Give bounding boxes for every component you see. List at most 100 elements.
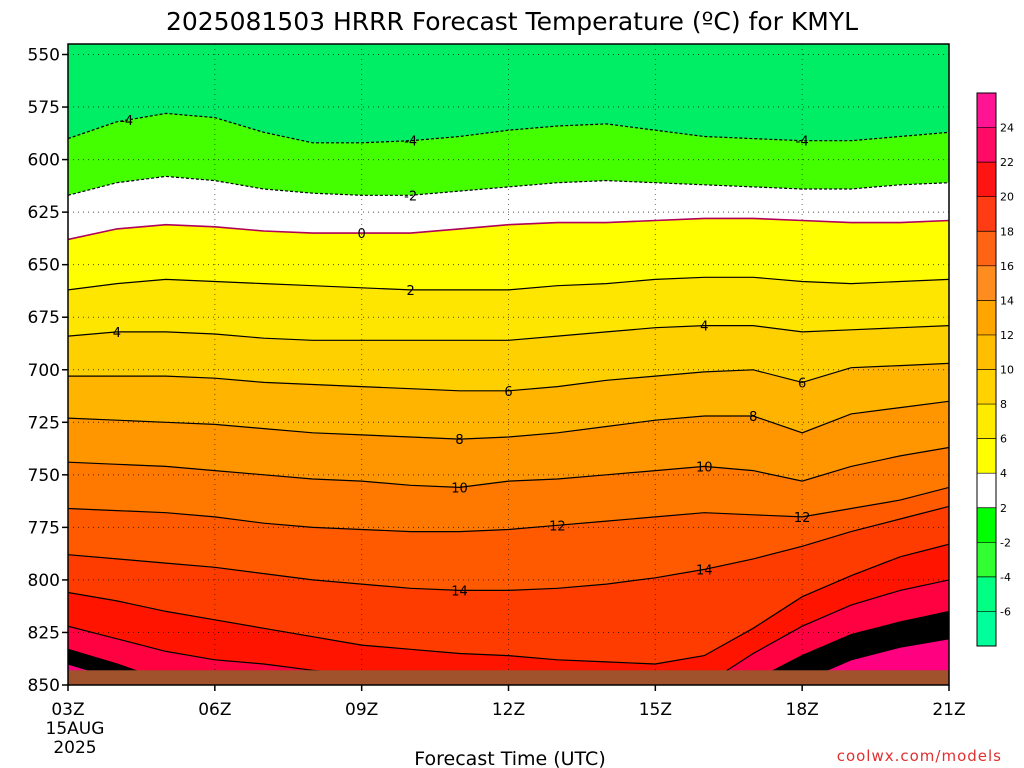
isotherm-label: 0 — [358, 227, 366, 242]
y-tick-label: 550 — [28, 46, 60, 66]
colorbar-label: -2 — [1000, 536, 1011, 549]
colorbar-swatch — [977, 576, 996, 612]
isotherm-line-10 — [68, 446, 949, 489]
isotherm-line-16 — [68, 543, 949, 665]
band-8_10 — [68, 363, 949, 440]
isotherm-label: 2 — [406, 284, 414, 299]
x-tick-label: 03Z — [51, 700, 84, 720]
colorbar-swatch — [977, 231, 996, 267]
colorbar-swatch — [977, 369, 996, 405]
isotherm-label: -4 — [796, 135, 809, 150]
isotherm-line-14 — [68, 505, 949, 591]
colorbar-swatch — [977, 93, 996, 129]
colorbar-swatch — [977, 127, 996, 163]
isotherm-label: -4 — [404, 135, 417, 150]
isotherm-label: 8 — [749, 410, 757, 425]
ground-surface — [68, 670, 949, 685]
colorbar-swatch — [977, 300, 996, 336]
y-tick-label: 725 — [28, 413, 60, 433]
colorbar-swatch — [977, 334, 996, 370]
band-6_8 — [68, 325, 949, 391]
x-tick-label: 12Z — [492, 700, 525, 720]
ground-fill — [68, 670, 949, 685]
colorbar-label: 10 — [1000, 364, 1014, 377]
colorbar-swatch — [977, 611, 996, 647]
y-tick-label: 850 — [28, 676, 60, 696]
colorbar-label: 24 — [1000, 122, 1014, 135]
y-tick-label: 825 — [28, 623, 60, 643]
colorbar: 24 22 20 18 16 14 12 10 8 6 4 2 -2 -4 -6 — [976, 92, 1014, 647]
colorbar-label: 16 — [1000, 260, 1014, 273]
x-date-line-2: 2025 — [53, 738, 96, 758]
isotherm-label: 6 — [504, 385, 512, 400]
isotherm-label: 4 — [700, 320, 708, 335]
isotherm-label: -4 — [120, 114, 133, 129]
isotherm-line-4 — [68, 325, 949, 341]
colorbar-swatch — [977, 438, 996, 474]
colorbar-label: -6 — [1000, 605, 1011, 618]
isotherm-line-8 — [68, 400, 949, 440]
y-tick-label: 775 — [28, 518, 60, 538]
grid-lines — [68, 44, 949, 685]
band--2_2 — [68, 176, 949, 240]
band-16_18 — [68, 506, 949, 664]
isotherm-label: 4 — [113, 326, 121, 341]
colorbar-swatch — [977, 473, 996, 509]
credit-text[interactable]: coolwx.com/models — [837, 747, 1002, 765]
isotherm-label: 12 — [794, 511, 811, 526]
isotherm-label: 10 — [696, 460, 713, 475]
y-tick-label: 625 — [28, 203, 60, 223]
colorbar-swatch — [977, 265, 996, 301]
y-tick-label: 675 — [28, 308, 60, 328]
x-tick-label: 09Z — [345, 700, 378, 720]
y-tick-label: 650 — [28, 256, 60, 276]
colorbar-label: -4 — [1000, 571, 1011, 584]
colorbar-swatch — [977, 404, 996, 440]
isotherm-label: 10 — [451, 481, 468, 496]
isotherm-line-20 — [68, 610, 949, 685]
x-tick-label: 18Z — [786, 700, 819, 720]
colorbar-swatch — [977, 162, 996, 198]
colorbar-swatch — [977, 196, 996, 232]
colorbar-label: 20 — [1000, 191, 1014, 204]
colorbar-label: 6 — [1000, 433, 1007, 446]
temperature-bands — [68, 44, 949, 685]
isotherm-label: 8 — [455, 433, 463, 448]
isotherm-label: 14 — [451, 584, 468, 599]
isotherm-line-18 — [68, 579, 949, 685]
y-axis: 550 575 600 625 650 675 700 725 750 775 800 825 850 — [28, 46, 68, 696]
chart-title: 2025081503 HRRR Forecast Temperature (ºC… — [166, 7, 858, 36]
isotherm-label: -2 — [404, 189, 417, 204]
y-tick-label: 575 — [28, 98, 60, 118]
isotherm-labels: -4 -4 -4 -2 0 2 4 4 6 6 8 8 10 10 12 12 14 14 — [113, 114, 811, 599]
colorbar-label: 8 — [1000, 398, 1007, 411]
isotherm-line--4 — [68, 112, 949, 144]
band-4_6 — [68, 277, 949, 341]
colorbar-swatch — [977, 507, 996, 543]
y-tick-label: 750 — [28, 466, 60, 486]
colorbar-label: 22 — [1000, 156, 1014, 169]
isotherm-line-0 — [68, 217, 949, 241]
x-axis: 03Z 06Z 09Z 12Z 15Z 18Z 21Z — [51, 685, 966, 720]
isotherm-line-6 — [68, 362, 949, 392]
x-tick-label: 15Z — [639, 700, 672, 720]
y-tick-label: 700 — [28, 361, 60, 381]
colorbar-label: 12 — [1000, 329, 1014, 342]
colorbar-label: 2 — [1000, 502, 1007, 515]
isotherm-line-12 — [68, 486, 949, 533]
x-tick-label: 21Z — [932, 700, 965, 720]
x-date-line-1: 15AUG — [46, 719, 105, 739]
colorbar-frame — [976, 92, 997, 647]
colorbar-swatch — [977, 542, 996, 578]
band-18_20 — [68, 544, 949, 685]
colorbar-label: 14 — [1000, 294, 1014, 307]
y-tick-label: 600 — [28, 151, 60, 171]
colorbar-label: 18 — [1000, 225, 1014, 238]
isotherm-label: 14 — [696, 563, 713, 578]
isotherm-label: 6 — [798, 376, 806, 391]
x-tick-label: 06Z — [198, 700, 231, 720]
colorbar-label: 4 — [1000, 467, 1007, 480]
isotherm-label: 12 — [549, 519, 566, 534]
x-axis-title: Forecast Time (UTC) — [414, 748, 605, 768]
